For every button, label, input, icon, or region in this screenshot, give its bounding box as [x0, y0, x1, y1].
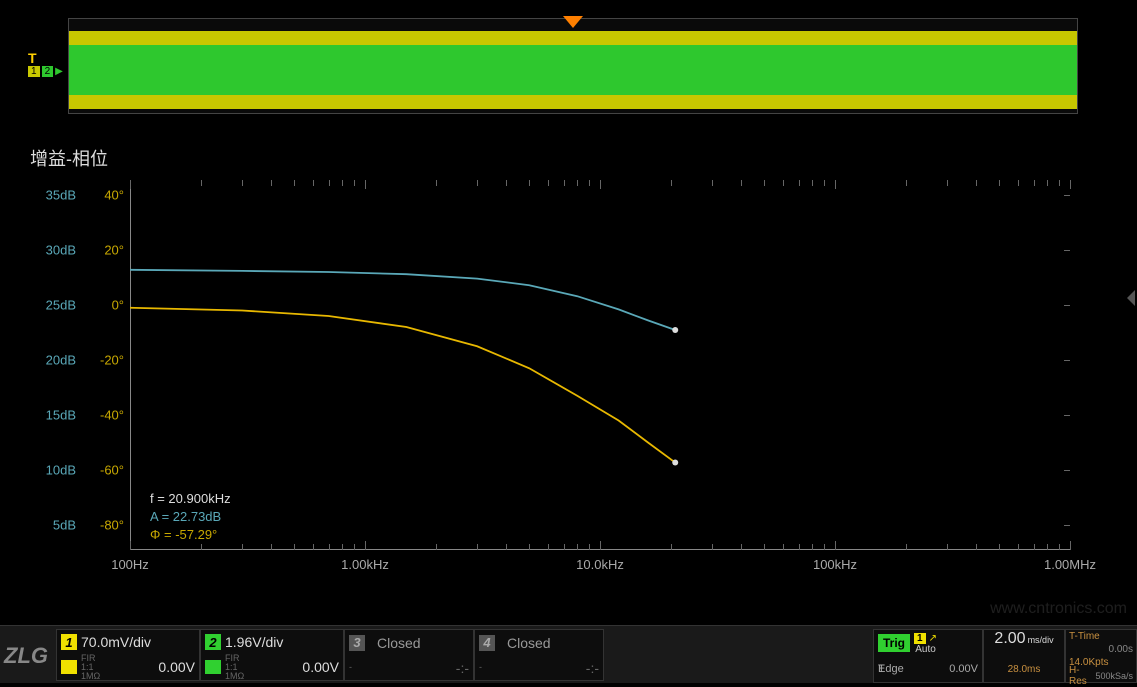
acquisition-panel[interactable]: T-Time 0.00s 14.0Kpts H-Res500kSa/s [1065, 629, 1137, 683]
trigger-label: Trig [878, 634, 910, 652]
timebase-value: 2.00 [994, 630, 1025, 648]
cursor-readout: f = 20.900kHz A = 22.73dB Φ = -57.29° [150, 490, 231, 544]
readout-phase: Φ = -57.29° [150, 526, 231, 544]
side-menu-expand-icon[interactable] [1127, 290, 1135, 306]
trigger-type: Edge [878, 663, 904, 675]
trigger-level: 0.00V [949, 663, 978, 675]
timebase-unit: ms/div [1028, 635, 1054, 645]
timebase-panel[interactable]: 2.00 ms/div 28.0ms [983, 629, 1065, 683]
ch2-marker: 2 [42, 66, 54, 77]
gain-axis: 35dB30dB25dB20dB15dB10dB5dB [36, 180, 76, 550]
channel-2-panel[interactable]: 21.96V/divFIR1:11MΩ0.00V [200, 629, 344, 681]
bottom-status-bar: ZLG 170.0mV/divFIR1:11MΩ0.00V21.96V/divF… [0, 625, 1137, 683]
acq-val3: 500kSa/s [1095, 671, 1133, 681]
trigger-panel[interactable]: Trig 1 ↗ Auto T 0.00V Edge [873, 629, 983, 683]
ch1-marker: 1 [28, 66, 40, 77]
readout-freq: f = 20.900kHz [150, 490, 231, 508]
trigger-mode: Auto [915, 644, 936, 655]
acq-label1: T-Time [1069, 631, 1100, 642]
channel-1-panel[interactable]: 170.0mV/divFIR1:11MΩ0.00V [56, 629, 200, 681]
channel-4-panel[interactable]: 4Closed--:- [474, 629, 604, 681]
watermark: www.cntronics.com [990, 600, 1127, 618]
readout-gain: A = 22.73dB [150, 508, 231, 526]
bode-chart[interactable]: 100Hz1.00kHz10.0kHz100kHz1.00MHz [130, 180, 1070, 550]
time-ref-label: T [28, 50, 37, 66]
phase-axis: 40°20°0°-20°-40°-60°-80° [84, 180, 124, 550]
chart-title: 增益-相位 [30, 145, 108, 171]
brand-logo: ZLG [4, 643, 48, 669]
waveform-overview[interactable] [68, 18, 1078, 114]
arrow-icon: ▶ [55, 66, 63, 77]
trigger-position-marker[interactable] [563, 16, 583, 28]
bode-plot-svg [130, 180, 1070, 550]
timebase-delay: 28.0ms [984, 656, 1064, 682]
channel-3-panel[interactable]: 3Closed--:- [344, 629, 474, 681]
acq-val1: 0.00s [1109, 644, 1133, 655]
trigger-edge-icon: ↗ [929, 633, 937, 644]
channel-ref-markers: 1 2 ▶ [28, 66, 63, 77]
acq-label3: H-Res [1069, 665, 1095, 687]
trigger-source: 1 [914, 633, 926, 644]
waveform-ch2 [69, 45, 1077, 95]
